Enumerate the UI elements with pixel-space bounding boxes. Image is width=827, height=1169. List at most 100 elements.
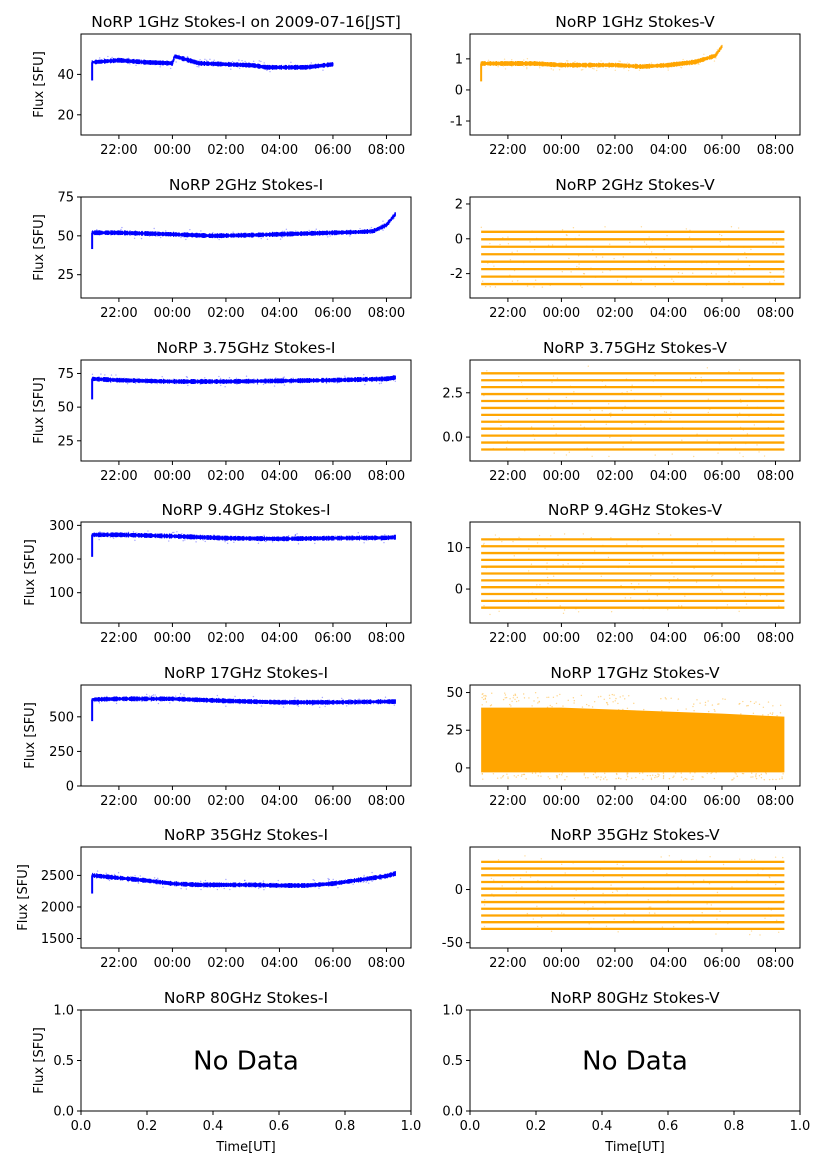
axes-title: NoRP 3.75GHz Stokes-I [157,339,336,357]
scatter-point [607,403,610,405]
scatter-point [715,273,717,275]
scatter-point [630,435,632,438]
scatter-point [282,230,284,233]
scatter-point [654,774,657,777]
scatter-point [501,776,504,778]
scatter-point [648,912,651,914]
scatter-point [782,856,784,859]
scatter-point [751,253,754,256]
scatter-point [564,779,566,781]
scatter-point [482,695,485,697]
scatter-point [532,433,534,436]
scatter-point [626,893,628,895]
scatter-point [579,285,582,287]
trace-8 [91,696,396,705]
scatter-point [685,228,688,230]
scatter-point [588,923,590,925]
scatter-point [507,372,510,375]
scatter-point [573,700,576,702]
scatter-point [547,407,549,410]
scatter-point [106,533,109,535]
x-tick-label: 02:00 [596,794,633,809]
scatter-point [613,888,616,890]
x-axis-label: Time[UT] [604,1140,664,1155]
scatter-point [489,286,491,288]
scatter-point [755,379,757,381]
scatter-point [718,263,720,265]
scatter-point [385,700,388,702]
scatter-point [648,236,650,238]
no-data-label: No Data [582,1047,688,1077]
scatter-point [154,694,156,696]
scatter-point [772,705,774,707]
scatter-point [668,581,671,584]
scatter-point [752,776,754,778]
scatter-point [524,450,526,452]
scatter-point [127,880,130,883]
scatter-point [358,698,360,700]
x-tick-label: 04:00 [650,306,687,321]
scatter-point [649,774,651,777]
scatter-point [327,236,329,238]
scatter-point [171,531,174,534]
scatter-point [484,694,486,697]
scatter-point [170,234,172,236]
scatter-point [151,695,153,697]
scatter-point [268,232,271,234]
scatter-point [523,65,525,67]
scatter-point [506,773,508,775]
scatter-point [564,872,566,874]
scatter-point [630,439,632,441]
scatter-point [738,369,741,371]
scatter-point [617,702,619,705]
scatter-point [766,387,768,389]
x-tick-label: 0.8 [724,1119,745,1134]
scatter-point [728,370,730,373]
scatter-point [174,695,177,697]
scatter-point [182,382,185,384]
x-tick-label: 22:00 [489,469,526,484]
scatter-point [755,773,757,775]
scatter-point [625,895,628,897]
x-tick-label: 0.4 [592,1119,613,1134]
scatter-point [662,772,665,774]
scatter-point [482,544,485,546]
scatter-point [755,774,757,776]
scatter-point [229,62,232,64]
scatter-point [587,909,589,912]
scatter-point [306,64,309,66]
series-7 [480,533,785,616]
scatter-point [157,702,160,705]
scatter-point [394,380,397,382]
y-tick-label: 100 [49,586,74,601]
scatter-point [349,538,351,541]
scatter-point [597,696,600,698]
scatter-point [682,908,684,910]
scatter-point [371,380,373,383]
scatter-point [320,699,322,701]
scatter-point [137,60,139,62]
scatter-point [638,772,641,775]
scatter-point [643,241,646,243]
scatter-point [480,226,483,229]
scatter-point [737,258,739,260]
scatter-point [536,925,539,928]
scatter-point [544,547,546,550]
scatter-point [677,886,679,888]
scatter-point [755,701,757,703]
scatter-point [712,574,714,577]
scatter-point [514,694,517,696]
scatter-point [357,532,359,534]
scatter-point [282,706,285,708]
scatter-point [776,562,778,564]
scatter-point [778,378,781,380]
scatter-point [561,774,563,776]
scatter-point [662,775,665,777]
scatter-point [484,697,487,699]
scatter-point [245,375,248,377]
scatter-point [663,264,666,267]
scatter-point [184,382,186,384]
scatter-point [161,880,163,883]
scatter-point [262,880,265,882]
scatter-point [189,537,192,540]
